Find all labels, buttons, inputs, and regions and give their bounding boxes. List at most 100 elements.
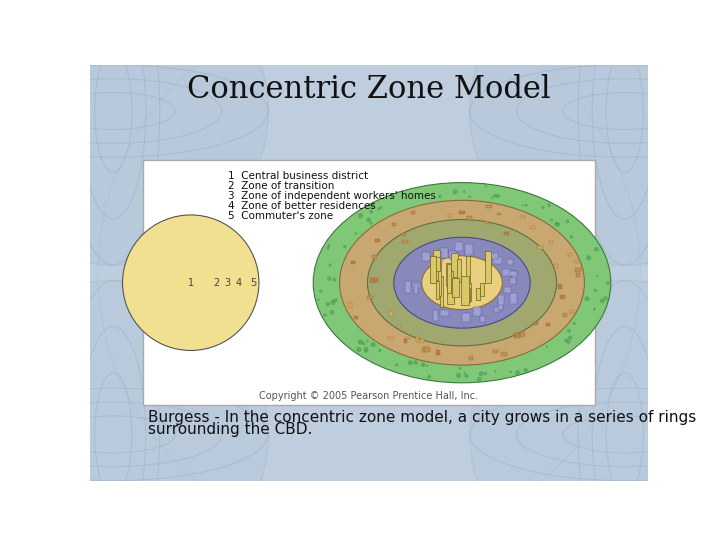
- Bar: [426, 346, 429, 350]
- Circle shape: [490, 197, 493, 199]
- Circle shape: [328, 264, 332, 267]
- Circle shape: [364, 349, 368, 353]
- Bar: [498, 300, 503, 310]
- Circle shape: [370, 204, 374, 208]
- Circle shape: [594, 247, 599, 252]
- Circle shape: [547, 203, 551, 207]
- Bar: [143, 160, 595, 405]
- Text: 3  Zone of independent workers' homes: 3 Zone of independent workers' homes: [228, 191, 436, 201]
- Bar: [433, 310, 438, 321]
- Bar: [451, 253, 458, 278]
- Circle shape: [318, 299, 320, 301]
- Circle shape: [596, 275, 598, 278]
- Circle shape: [522, 204, 524, 207]
- Circle shape: [413, 360, 418, 364]
- Circle shape: [361, 342, 366, 346]
- Bar: [420, 339, 424, 343]
- Circle shape: [356, 347, 361, 352]
- Bar: [374, 278, 377, 282]
- Circle shape: [427, 375, 431, 379]
- Circle shape: [369, 221, 373, 225]
- Circle shape: [334, 298, 338, 302]
- Circle shape: [438, 194, 441, 198]
- Circle shape: [541, 206, 544, 209]
- Circle shape: [606, 281, 610, 285]
- Circle shape: [326, 246, 330, 249]
- Circle shape: [593, 288, 597, 292]
- Circle shape: [568, 336, 572, 340]
- Circle shape: [494, 370, 497, 373]
- Circle shape: [371, 342, 376, 347]
- Bar: [440, 276, 444, 307]
- Bar: [473, 307, 482, 316]
- Circle shape: [378, 349, 382, 352]
- Bar: [414, 283, 418, 294]
- Bar: [510, 293, 517, 305]
- Ellipse shape: [340, 200, 585, 365]
- Bar: [508, 259, 513, 265]
- Circle shape: [366, 218, 372, 222]
- Bar: [465, 251, 471, 257]
- Text: 1: 1: [188, 278, 194, 288]
- Bar: [405, 281, 410, 293]
- Circle shape: [426, 364, 428, 367]
- Bar: [464, 288, 470, 302]
- Text: surrounding the CBD.: surrounding the CBD.: [148, 422, 312, 437]
- Bar: [433, 250, 440, 280]
- Bar: [455, 242, 464, 251]
- Circle shape: [485, 185, 487, 187]
- Circle shape: [496, 194, 500, 198]
- Bar: [390, 311, 392, 316]
- Bar: [554, 264, 559, 268]
- Circle shape: [572, 322, 576, 325]
- Bar: [574, 260, 578, 262]
- Bar: [557, 284, 562, 289]
- Circle shape: [0, 280, 269, 540]
- Circle shape: [327, 276, 331, 281]
- Circle shape: [546, 346, 548, 348]
- Circle shape: [355, 232, 357, 234]
- Bar: [467, 256, 469, 290]
- Circle shape: [523, 368, 528, 373]
- Bar: [467, 282, 471, 301]
- Bar: [493, 350, 498, 353]
- Bar: [405, 337, 410, 339]
- Bar: [410, 285, 415, 290]
- Bar: [422, 252, 430, 261]
- Bar: [447, 283, 454, 303]
- Circle shape: [332, 299, 335, 302]
- Circle shape: [464, 374, 469, 378]
- Circle shape: [323, 313, 327, 317]
- Circle shape: [329, 310, 334, 315]
- Circle shape: [469, 280, 720, 540]
- Circle shape: [550, 219, 553, 221]
- Bar: [486, 205, 492, 207]
- Text: Concentric Zone Model: Concentric Zone Model: [187, 74, 551, 105]
- Bar: [485, 251, 491, 284]
- Bar: [501, 352, 507, 356]
- Circle shape: [408, 360, 413, 365]
- Bar: [436, 350, 441, 355]
- Circle shape: [484, 372, 487, 375]
- Bar: [397, 325, 401, 328]
- Ellipse shape: [394, 237, 530, 328]
- Bar: [560, 295, 564, 299]
- Circle shape: [325, 302, 330, 306]
- Circle shape: [494, 194, 498, 198]
- Text: 1  Central business district: 1 Central business district: [228, 171, 368, 181]
- Circle shape: [377, 207, 380, 210]
- Circle shape: [98, 3, 640, 540]
- Ellipse shape: [422, 256, 503, 309]
- Circle shape: [469, 195, 472, 198]
- Bar: [534, 322, 538, 325]
- Bar: [575, 268, 581, 272]
- Circle shape: [463, 191, 466, 193]
- Circle shape: [171, 262, 211, 303]
- Circle shape: [564, 339, 569, 343]
- Bar: [568, 253, 572, 256]
- Circle shape: [0, 0, 269, 265]
- Circle shape: [364, 347, 369, 352]
- Bar: [504, 232, 509, 234]
- Bar: [469, 356, 474, 360]
- Bar: [449, 214, 452, 217]
